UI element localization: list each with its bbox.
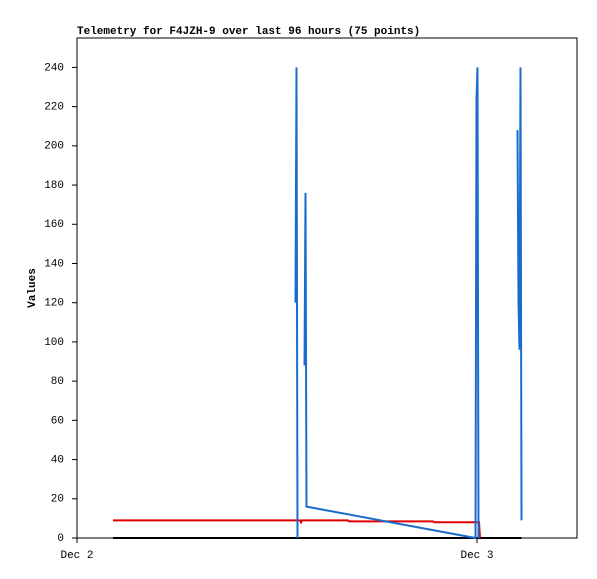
y-tick-label: 140: [44, 258, 64, 270]
series-line: [113, 519, 481, 539]
y-tick-label: 20: [51, 494, 64, 506]
x-tick-label: Dec 2: [60, 550, 93, 562]
y-tick-label: 120: [44, 298, 64, 310]
y-tick-label: 240: [44, 62, 64, 74]
y-tick-label: 0: [57, 533, 64, 545]
y-tick-label: 220: [44, 102, 64, 114]
y-tick-label: 100: [44, 337, 64, 349]
y-tick-label: 200: [44, 141, 64, 153]
y-tick-label: 180: [44, 180, 64, 192]
series-line: [294, 67, 523, 540]
y-tick-label: 60: [51, 415, 64, 427]
x-tick-label: Dec 3: [460, 550, 493, 562]
y-tick-label: 80: [51, 376, 64, 388]
y-tick-label: 160: [44, 219, 64, 231]
y-tick-label: 40: [51, 454, 64, 466]
chart-title: Telemetry for F4JZH-9 over last 96 hours…: [77, 26, 420, 38]
y-axis-label: Values: [27, 268, 39, 308]
